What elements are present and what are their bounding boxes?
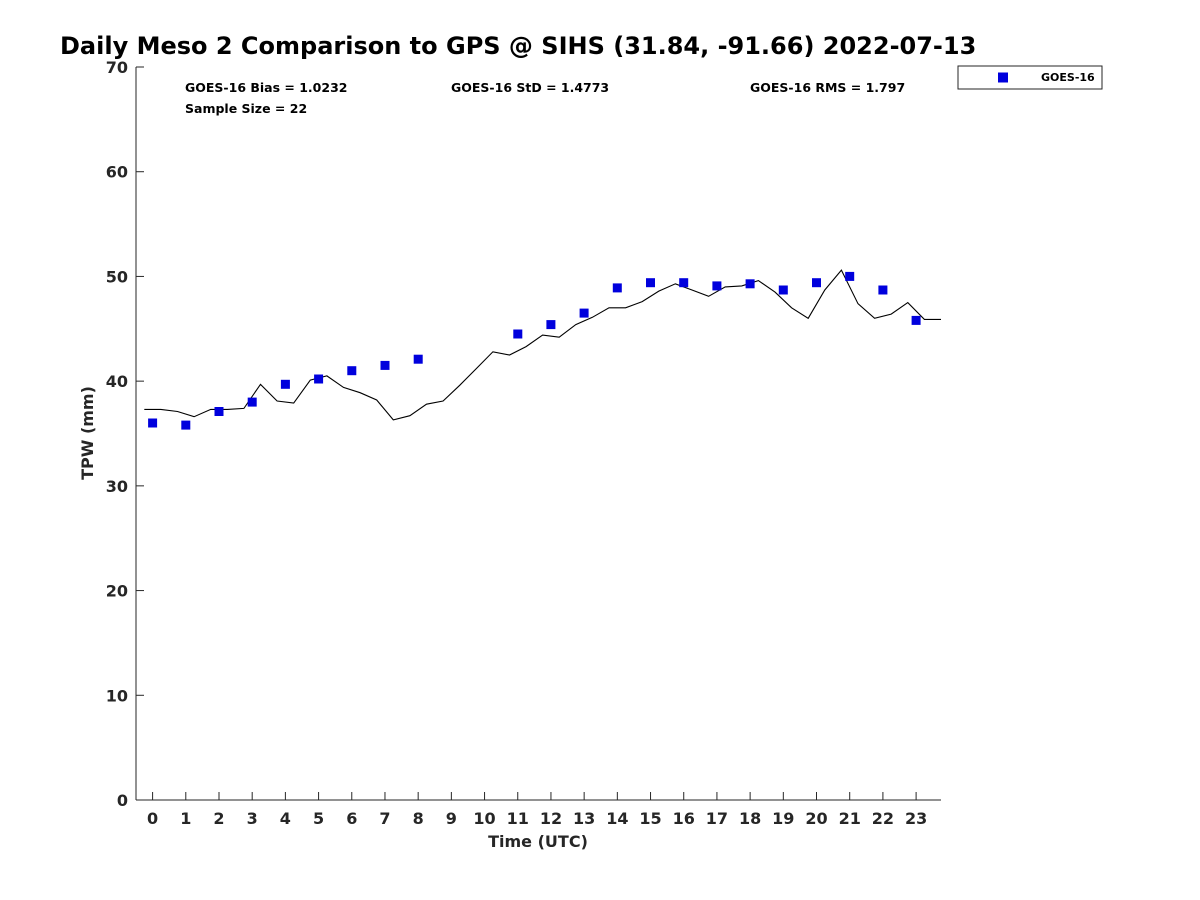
goes16-point xyxy=(745,279,755,289)
x-tick-label: 3 xyxy=(247,809,258,828)
sample-size-annotation: Sample Size = 22 xyxy=(185,101,307,116)
legend-label-goes16: GOES-16 xyxy=(1041,71,1095,84)
x-tick-label: 11 xyxy=(507,809,529,828)
legend-marker-goes16 xyxy=(998,72,1008,83)
x-tick-label: 4 xyxy=(280,809,291,828)
y-tick-label: 0 xyxy=(117,791,128,810)
bias-annotation: GOES-16 Bias = 1.0232 xyxy=(185,80,347,95)
plot-axes xyxy=(135,67,941,801)
y-tick-label: 60 xyxy=(106,163,128,182)
goes16-point xyxy=(513,329,523,339)
y-tick-label: 20 xyxy=(106,582,128,601)
x-tick-label: 7 xyxy=(379,809,390,828)
x-axis-label: Time (UTC) xyxy=(488,832,588,851)
chart-title: Daily Meso 2 Comparison to GPS @ SIHS (3… xyxy=(60,32,976,60)
goes16-point xyxy=(314,374,324,384)
y-tick-label: 30 xyxy=(106,477,128,496)
y-ticks: 0 10 20 30 40 50 60 70 xyxy=(106,58,144,810)
goes16-point xyxy=(413,354,423,364)
x-ticks: 0 1 2 3 4 5 6 7 8 9 10 11 12 13 14 15 16 17 18 19 20 21 22 23 xyxy=(147,792,927,828)
x-tick-label: 8 xyxy=(413,809,424,828)
y-tick-label: 10 xyxy=(106,686,128,705)
x-tick-label: 17 xyxy=(706,809,728,828)
x-tick-label: 15 xyxy=(639,809,661,828)
x-tick-label: 13 xyxy=(573,809,595,828)
x-tick-label: 1 xyxy=(180,809,191,828)
goes16-point xyxy=(845,271,855,281)
gps-tpw-line xyxy=(144,269,941,421)
x-tick-label: 19 xyxy=(772,809,794,828)
goes16-point xyxy=(148,418,158,428)
goes16-point xyxy=(546,320,556,330)
rms-annotation: GOES-16 RMS = 1.797 xyxy=(750,80,905,95)
y-tick-label: 40 xyxy=(106,372,128,391)
std-annotation: GOES-16 StD = 1.4773 xyxy=(451,80,609,95)
goes16-point xyxy=(247,397,257,407)
goes16-point xyxy=(778,285,788,295)
stats-annotations: GOES-16 Bias = 1.0232 GOES-16 StD = 1.47… xyxy=(185,80,905,116)
x-tick-label: 12 xyxy=(540,809,562,828)
goes16-point xyxy=(679,278,689,288)
x-tick-label: 20 xyxy=(805,809,827,828)
x-tick-label: 22 xyxy=(872,809,894,828)
y-tick-label: 50 xyxy=(106,267,128,286)
y-tick-label: 70 xyxy=(106,58,128,77)
x-tick-label: 0 xyxy=(147,809,158,828)
legend: GOES-16 xyxy=(957,65,1103,90)
y-axis-label: TPW (mm) xyxy=(78,386,97,480)
x-tick-label: 16 xyxy=(673,809,695,828)
goes16-point xyxy=(878,285,888,295)
goes16-point xyxy=(646,278,655,288)
goes16-point xyxy=(612,283,622,293)
x-tick-label: 14 xyxy=(606,809,628,828)
goes16-point xyxy=(181,420,191,430)
x-tick-label: 6 xyxy=(346,809,357,828)
goes16-point xyxy=(579,308,589,318)
goes16-point xyxy=(911,315,921,325)
goes16-point xyxy=(214,407,224,416)
goes16-point xyxy=(380,360,390,370)
series-layer xyxy=(144,269,941,430)
goes16-point xyxy=(280,379,290,389)
x-tick-label: 23 xyxy=(905,809,927,828)
x-tick-label: 10 xyxy=(473,809,495,828)
x-tick-label: 18 xyxy=(739,809,761,828)
x-tick-label: 2 xyxy=(213,809,224,828)
goes16-point xyxy=(712,281,722,291)
goes16-point xyxy=(812,278,821,288)
goes16-point xyxy=(347,366,357,376)
x-tick-label: 21 xyxy=(839,809,861,828)
x-tick-label: 9 xyxy=(446,809,457,828)
legend-box xyxy=(957,65,1103,90)
x-tick-label: 5 xyxy=(313,809,324,828)
